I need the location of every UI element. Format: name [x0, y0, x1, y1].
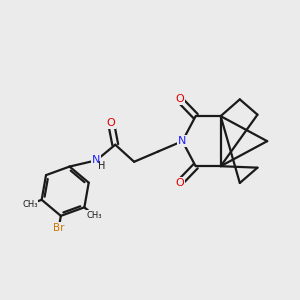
Text: CH₃: CH₃ — [22, 200, 38, 208]
Text: H: H — [98, 161, 105, 171]
Text: N: N — [178, 136, 187, 146]
Text: Br: Br — [53, 223, 64, 233]
Text: O: O — [107, 118, 116, 128]
Text: O: O — [175, 94, 184, 104]
Text: N: N — [92, 155, 100, 165]
Text: CH₃: CH₃ — [86, 211, 102, 220]
Text: O: O — [175, 178, 184, 188]
